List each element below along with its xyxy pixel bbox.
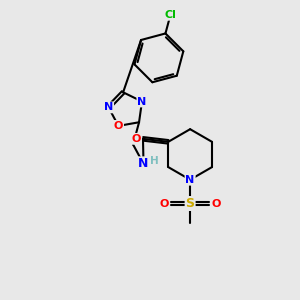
Text: N: N <box>104 102 113 112</box>
Text: O: O <box>160 199 169 208</box>
Text: N: N <box>138 158 149 170</box>
Text: O: O <box>132 134 141 144</box>
Text: Cl: Cl <box>164 10 176 20</box>
Text: O: O <box>114 121 123 131</box>
Text: O: O <box>211 199 221 208</box>
Text: N: N <box>185 175 195 185</box>
Text: N: N <box>137 97 147 106</box>
Text: S: S <box>186 197 195 210</box>
Text: H: H <box>150 157 159 166</box>
